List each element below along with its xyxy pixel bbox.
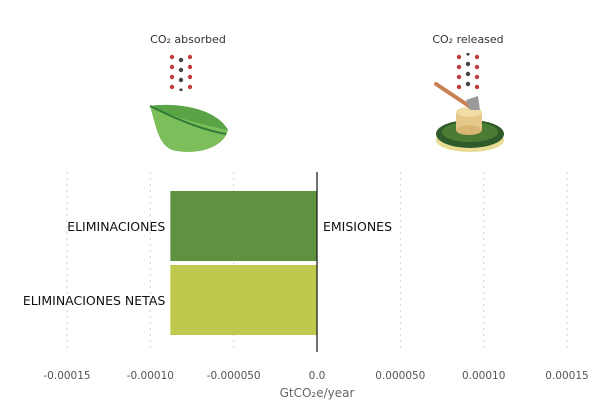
category-label: ELIMINACIONES NETAS — [23, 293, 166, 308]
co2-molecule-icon — [456, 53, 480, 90]
tree-stump-axe-icon — [434, 82, 504, 152]
leaf-icon — [149, 104, 228, 152]
x-tick-label: 0.00010 — [462, 370, 505, 382]
x-tick-label: -0.00010 — [127, 370, 174, 382]
co2-molecule-icon — [169, 54, 193, 91]
caption-co2-absorbed: CO₂ absorbed — [150, 33, 226, 46]
category-label: ELIMINACIONES — [67, 219, 165, 234]
x-tick-label: 0.000050 — [375, 370, 425, 382]
bar-eliminaciones — [170, 191, 317, 261]
bar-eliminaciones-netas — [170, 265, 317, 335]
x-tick-label: 0.00015 — [545, 370, 588, 382]
x-axis-label: GtCO₂e/year — [280, 386, 355, 400]
x-tick-label: -0.00015 — [43, 370, 90, 382]
x-tick-label: -0.000050 — [207, 370, 261, 382]
caption-co2-released: CO₂ released — [432, 33, 504, 46]
emisiones-label: EMISIONES — [323, 219, 392, 234]
x-tick-label: 0.0 — [309, 370, 326, 382]
